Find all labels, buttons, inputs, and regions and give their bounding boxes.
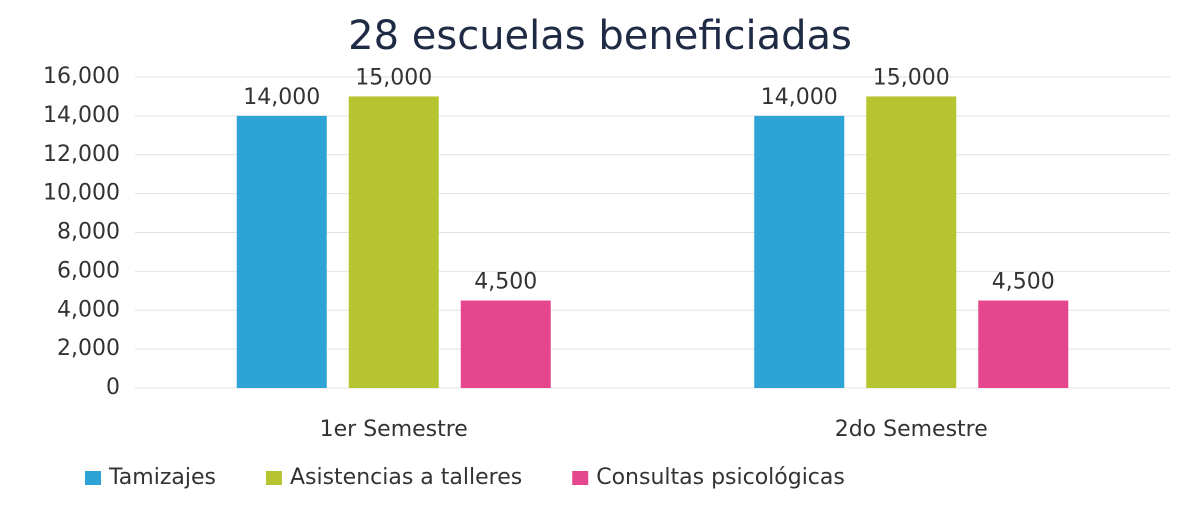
bar: [348, 96, 439, 388]
bar: [236, 115, 327, 388]
legend-swatch: [85, 471, 101, 485]
y-tick-label: 16,000: [43, 64, 120, 89]
legend-swatch: [572, 471, 589, 485]
legend-label: Consultas psicológicas: [596, 465, 845, 490]
x-tick-label: 2do Semestre: [835, 417, 988, 442]
bar: [460, 300, 551, 388]
bar: [978, 300, 1069, 388]
y-tick-label: 0: [106, 375, 120, 400]
data-label: 15,000: [355, 65, 432, 90]
y-tick-label: 4,000: [57, 297, 120, 322]
y-tick-label: 6,000: [57, 258, 120, 283]
y-tick-label: 8,000: [57, 220, 120, 245]
data-label: 4,500: [474, 270, 537, 295]
data-label: 4,500: [992, 270, 1055, 295]
data-label: 14,000: [761, 85, 838, 110]
y-tick-label: 10,000: [43, 181, 120, 206]
chart-title: 28 escuelas beneficiadas: [348, 13, 852, 59]
legend-label: Tamizajes: [108, 465, 216, 490]
x-tick-label: 1er Semestre: [320, 417, 468, 442]
legend-swatch: [265, 471, 282, 485]
bar: [866, 96, 957, 388]
bar: [754, 115, 845, 388]
y-tick-label: 12,000: [43, 142, 120, 167]
data-label: 14,000: [243, 85, 320, 110]
data-label: 15,000: [873, 65, 950, 90]
y-tick-label: 14,000: [43, 103, 120, 128]
legend-label: Asistencias a talleres: [290, 465, 522, 490]
y-tick-label: 2,000: [57, 336, 120, 361]
